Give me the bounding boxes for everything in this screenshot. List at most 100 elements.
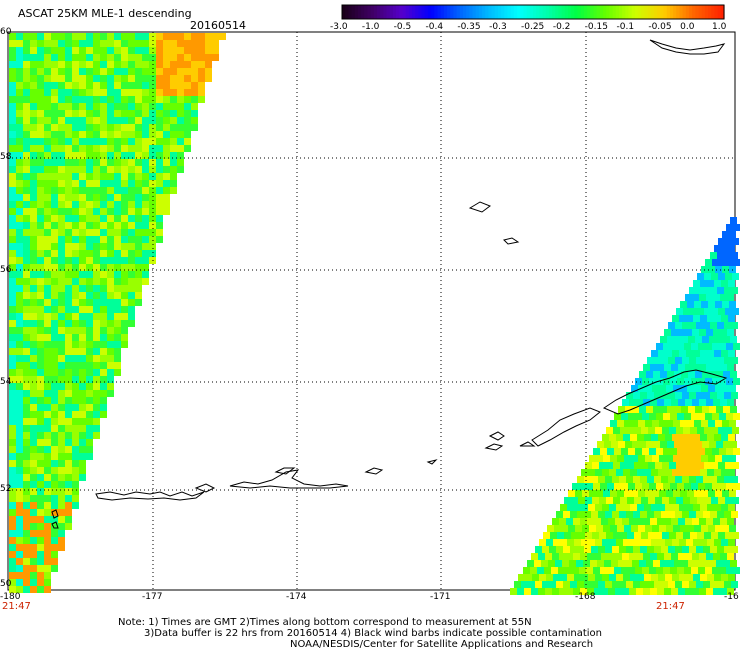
data-cell <box>135 166 142 173</box>
data-cell <box>58 215 65 222</box>
data-cell <box>86 404 93 411</box>
data-cell <box>625 441 632 448</box>
data-cell <box>686 469 693 476</box>
data-cell <box>93 243 100 250</box>
data-cell <box>44 551 51 558</box>
data-cell <box>678 399 685 406</box>
colorbar-swatch <box>698 5 703 19</box>
data-cell <box>205 61 212 68</box>
data-cell <box>58 271 65 278</box>
data-cell <box>72 208 79 215</box>
data-cell <box>114 201 121 208</box>
data-cell <box>51 194 58 201</box>
data-cell <box>672 434 679 441</box>
data-cell <box>163 145 170 152</box>
data-cell <box>23 544 30 551</box>
data-cell <box>51 124 58 131</box>
data-cell <box>585 497 592 504</box>
data-cell <box>51 544 58 551</box>
data-cell <box>135 173 142 180</box>
data-cell <box>23 495 30 502</box>
data-cell <box>605 511 612 518</box>
data-cell <box>121 243 128 250</box>
data-cell <box>37 187 44 194</box>
data-cell <box>184 110 191 117</box>
data-cell <box>191 47 198 54</box>
data-cell <box>128 145 135 152</box>
data-cell <box>731 546 738 553</box>
data-cell <box>715 525 722 532</box>
data-cell <box>569 560 576 567</box>
data-cell <box>705 343 712 350</box>
data-cell <box>51 271 58 278</box>
data-cell <box>170 187 177 194</box>
data-cell <box>79 348 86 355</box>
data-cell <box>163 103 170 110</box>
colorbar-swatch <box>657 5 661 19</box>
data-cell <box>665 539 672 546</box>
data-cell <box>86 131 93 138</box>
data-cell <box>695 371 702 378</box>
data-cell <box>44 418 51 425</box>
data-cell <box>30 215 37 222</box>
data-cell <box>100 278 107 285</box>
data-cell <box>30 61 37 68</box>
data-cell <box>51 313 58 320</box>
data-cell <box>128 222 135 229</box>
data-cell <box>58 362 65 369</box>
data-cell <box>93 159 100 166</box>
data-cell <box>710 581 717 588</box>
data-cell <box>704 532 711 539</box>
data-cell <box>568 490 575 497</box>
data-cell <box>163 159 170 166</box>
data-cell <box>666 420 673 427</box>
data-cell <box>149 250 156 257</box>
data-cell <box>156 180 163 187</box>
data-cell <box>16 579 23 586</box>
data-cell <box>693 504 700 511</box>
data-cell <box>624 455 631 462</box>
data-cell <box>23 460 30 467</box>
data-cell <box>622 553 629 560</box>
data-cell <box>552 553 559 560</box>
data-cell <box>681 336 688 343</box>
data-cell <box>142 201 149 208</box>
data-cell <box>23 432 30 439</box>
data-cell <box>79 236 86 243</box>
data-cell <box>170 54 177 61</box>
data-cell <box>710 476 717 483</box>
data-cell <box>30 432 37 439</box>
data-cell <box>535 546 542 553</box>
data-cell <box>142 40 149 47</box>
data-cell <box>703 322 710 329</box>
data-cell <box>16 110 23 117</box>
data-cell <box>688 371 695 378</box>
data-cell <box>649 413 656 420</box>
data-cell <box>598 581 605 588</box>
data-cell <box>9 425 16 432</box>
data-cell <box>517 588 524 595</box>
data-cell <box>107 40 114 47</box>
data-cell <box>16 481 23 488</box>
data-cell <box>30 418 37 425</box>
data-cell <box>156 236 163 243</box>
colorbar-swatch <box>650 5 655 19</box>
data-cell <box>658 469 665 476</box>
data-cell <box>100 362 107 369</box>
data-cell <box>714 469 721 476</box>
data-cell <box>58 68 65 75</box>
data-cell <box>626 546 633 553</box>
data-cell <box>704 427 711 434</box>
data-cell <box>191 110 198 117</box>
data-cell <box>65 159 72 166</box>
data-cell <box>65 327 72 334</box>
data-cell <box>647 511 654 518</box>
data-cell <box>672 469 679 476</box>
lat-label-52: 52 <box>0 484 12 494</box>
data-cell <box>107 362 114 369</box>
data-cell <box>37 292 44 299</box>
data-cell <box>9 383 16 390</box>
colorbar-swatch <box>377 5 381 19</box>
data-cell <box>733 448 740 455</box>
data-cell <box>662 532 669 539</box>
